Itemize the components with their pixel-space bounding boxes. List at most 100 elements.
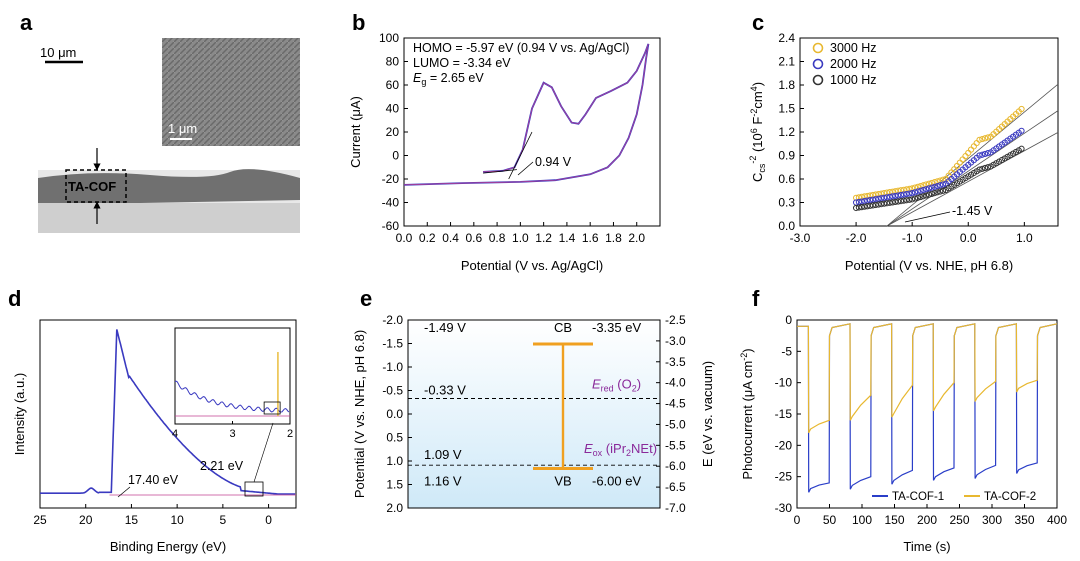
y-tick-label-f: -30	[775, 501, 793, 515]
vb-energy-label: -6.00 eV	[592, 474, 641, 489]
y-label-f-main: Photocurrent (μA cm	[740, 361, 755, 480]
y-tick-label-f: 0	[785, 313, 792, 327]
mott-schottky-fits	[886, 83, 1059, 227]
data-point	[889, 193, 896, 200]
e-red-species-label: Ered (O2)	[592, 376, 641, 393]
y-tick-label-f: -15	[775, 407, 793, 421]
left-tick-label-e: 1.0	[386, 454, 403, 468]
left-axis-label-e: Potential (V vs. NHE, pH 6.8)	[352, 330, 367, 498]
x-tick-label-b: 1.4	[559, 231, 576, 245]
y-tick-label-f: -25	[775, 470, 793, 484]
e-red-part: (O	[614, 376, 632, 391]
data-point	[886, 199, 893, 206]
x-tick-label-c: -1.0	[902, 231, 923, 245]
x-tick-label-d: 0	[265, 513, 272, 527]
panel-f: f 0 50 100 150 200 250 300 350 400 -30-25-20-15-…	[739, 286, 1067, 554]
data-point	[872, 196, 879, 203]
data-point	[925, 191, 933, 198]
x-tick-label-b: 1.0	[512, 231, 529, 245]
y-tick-label-b: 40	[386, 102, 400, 116]
data-point	[979, 151, 986, 158]
x-axis-label-f: Time (s)	[903, 539, 950, 554]
data-point	[934, 182, 941, 190]
e-red-part: red	[601, 383, 614, 393]
data-point	[895, 192, 902, 199]
e-ox-part: ox	[593, 448, 603, 458]
panel-c: c -3.0 -2.0 -1.0 0.0 1.0 0.0 0.3 0.6 0.9 1.2 1.5 1…	[748, 10, 1059, 273]
e-ox-part: 2	[626, 448, 631, 458]
homo-annotation: HOMO = -5.97 eV (0.94 V vs. Ag/AgCl)	[413, 41, 629, 55]
eg-annotation: Eg = 2.65 eV	[413, 71, 484, 87]
y-tick-label-f: -5	[781, 344, 792, 358]
right-tick-label-e: -4.0	[665, 376, 686, 390]
ups-curve	[40, 329, 296, 495]
data-point	[976, 152, 983, 159]
onset-annotation-b: 0.94 V	[535, 155, 572, 169]
ups-inset: 4 3 2	[172, 352, 293, 440]
data-point	[852, 204, 860, 212]
data-point	[973, 139, 980, 147]
vb-label: VB	[554, 474, 571, 489]
x-tick-label-f: 100	[852, 513, 872, 527]
data-point	[1018, 127, 1025, 134]
y-label-c-main: C	[750, 173, 765, 182]
data-point	[979, 135, 986, 143]
x-tick-label-b: 0.6	[465, 231, 482, 245]
data-point	[920, 186, 927, 194]
e-ox-part: NEt)	[631, 441, 657, 456]
film-label: TA-COF	[68, 179, 116, 194]
x-axis-label-b: Potential (V vs. Ag/AgCl)	[461, 258, 603, 273]
x-tick-label-b: 0.4	[442, 231, 459, 245]
cb-energy-label: -3.35 eV	[592, 320, 641, 335]
data-point	[878, 195, 885, 202]
lumo-annotation: LUMO = -3.34 eV	[413, 56, 511, 70]
inset-tick-label: 2	[287, 428, 293, 440]
x-tick-label-d: 15	[125, 513, 139, 527]
e-red-part: 2	[632, 383, 637, 393]
data-point	[970, 143, 977, 150]
right-tick-label-e: -5.0	[665, 417, 686, 431]
x-tick-label-b: 2.0	[628, 231, 645, 245]
data-point	[917, 187, 924, 194]
data-point	[906, 196, 913, 203]
eg-symbol: E	[413, 71, 422, 85]
data-point	[895, 198, 902, 205]
data-point	[931, 183, 938, 190]
data-point	[875, 201, 882, 208]
flatband-annotation: -1.45 V	[952, 204, 993, 218]
e-ox-species-label: Eox (iPr2NEt)	[584, 441, 657, 458]
right-tick-label-e: -6.5	[665, 480, 686, 494]
y-ticks-f: -30 -25 -20 -15 -10 -5 0	[775, 313, 801, 515]
panel-label-b: b	[352, 10, 365, 35]
data-point	[939, 187, 947, 194]
data-point	[939, 181, 947, 188]
y-tick-label-b: 0	[392, 149, 399, 163]
zoom-connector	[253, 422, 274, 483]
data-point	[906, 190, 913, 197]
y-tick-label-b: -60	[382, 219, 400, 233]
right-axis-label-e: E (eV vs. vacuum)	[700, 361, 715, 467]
eg-subscript: g	[421, 77, 426, 87]
y-tick-label-f: -10	[775, 376, 793, 390]
data-point	[883, 194, 891, 201]
data-point	[976, 166, 983, 173]
data-point	[892, 198, 899, 206]
data-point	[897, 191, 905, 199]
y-tick-label-c: 1.2	[778, 125, 795, 139]
panel-label-d: d	[8, 286, 21, 311]
data-point	[858, 204, 865, 211]
e-ox-part: (iPr	[602, 441, 627, 456]
y-ticks-b: -60 -40 -20 0 20 40 60 80 100	[379, 31, 408, 233]
data-point	[956, 159, 963, 166]
left-ticks-e: -2.0 -1.5 -1.0 -0.5 0.0 0.5 1.0 1.5 2.0	[382, 313, 412, 515]
eg-value: = 2.65 eV	[426, 71, 484, 85]
y-label-c-tail2: cm	[750, 91, 765, 108]
legend-label: 1000 Hz	[830, 73, 877, 87]
e-ox-part: E	[584, 441, 593, 456]
photocurrent-curves	[797, 323, 1058, 493]
data-point	[881, 194, 888, 201]
data-point	[903, 190, 910, 198]
x-tick-label-b: 0.8	[489, 231, 506, 245]
data-point	[979, 165, 986, 172]
